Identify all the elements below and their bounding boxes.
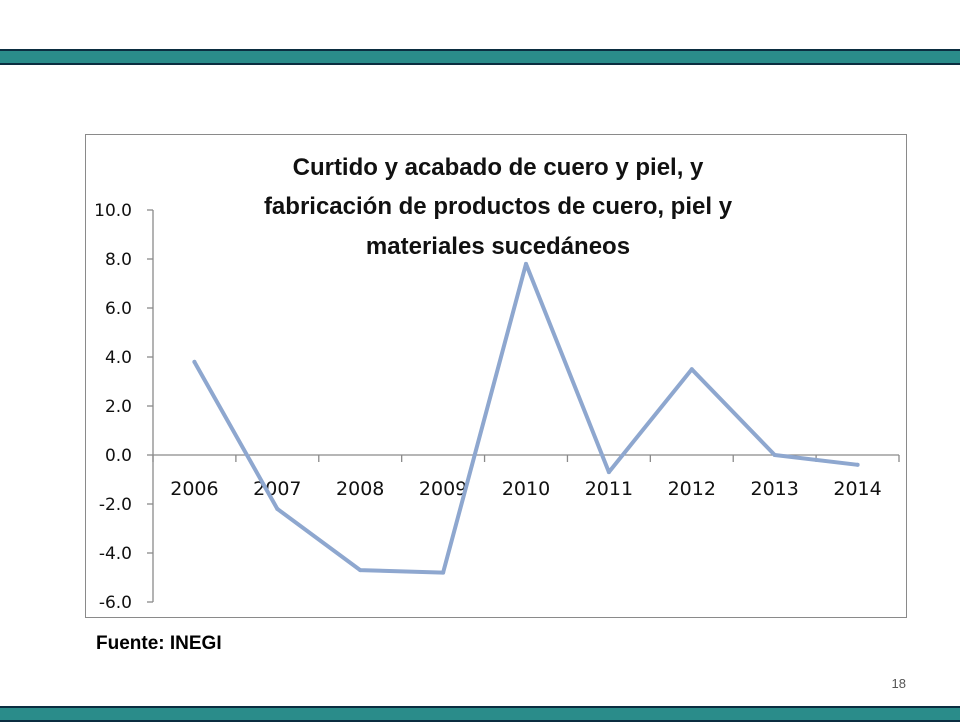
series-line (192, 261, 860, 575)
data-point (606, 470, 611, 475)
y-tick-label: 10.0 (94, 201, 132, 221)
y-tick-label: 0.0 (105, 446, 132, 466)
y-tick-label: 6.0 (105, 299, 132, 319)
y-tick-label: -4.0 (99, 544, 132, 564)
x-category-label: 2006 (170, 478, 218, 500)
y-tick-label: 4.0 (105, 348, 132, 368)
y-axis: 10.0 8.0 6.0 4.0 2.0 0.0 -2.0 -4.0 -6.0 (94, 201, 154, 613)
chart-title-line-1: Curtido y acabado de cuero y piel, y (293, 154, 704, 181)
x-category-label: 2008 (336, 478, 384, 500)
y-tick-label: -6.0 (99, 593, 132, 613)
x-axis: 2006 2007 2008 2009 2010 2011 2012 2013 2014 (152, 454, 900, 500)
x-category-label: 2011 (585, 478, 633, 500)
top-accent-band (0, 49, 960, 65)
chart-title-line-2: fabricación de productos de cuero, piel … (264, 193, 733, 220)
series-layer (192, 261, 860, 575)
data-point (855, 462, 860, 467)
chart-frame: Curtido y acabado de cuero y piel, y fab… (85, 134, 907, 618)
data-point (358, 568, 363, 573)
x-category-label: 2014 (833, 478, 881, 500)
data-point (524, 261, 528, 266)
line-chart: Curtido y acabado de cuero y piel, y fab… (94, 154, 900, 613)
x-category-label: 2012 (668, 478, 716, 500)
data-point (772, 453, 777, 457)
y-tick-label: 2.0 (105, 397, 132, 417)
source-note: Fuente: INEGI (96, 633, 222, 654)
y-tick-label: 8.0 (105, 250, 132, 270)
x-category-label: 2013 (750, 478, 798, 500)
chart-title: Curtido y acabado de cuero y piel, y fab… (264, 154, 733, 260)
data-point (441, 570, 446, 575)
page-number: 18 (891, 676, 906, 691)
x-category-label: 2009 (419, 478, 467, 500)
chart-title-line-3: materiales sucedáneos (366, 233, 630, 260)
data-point (689, 367, 694, 372)
data-point (275, 506, 280, 511)
x-category-label: 2010 (502, 478, 550, 500)
data-point (192, 359, 197, 364)
y-tick-label: -2.0 (99, 495, 132, 515)
